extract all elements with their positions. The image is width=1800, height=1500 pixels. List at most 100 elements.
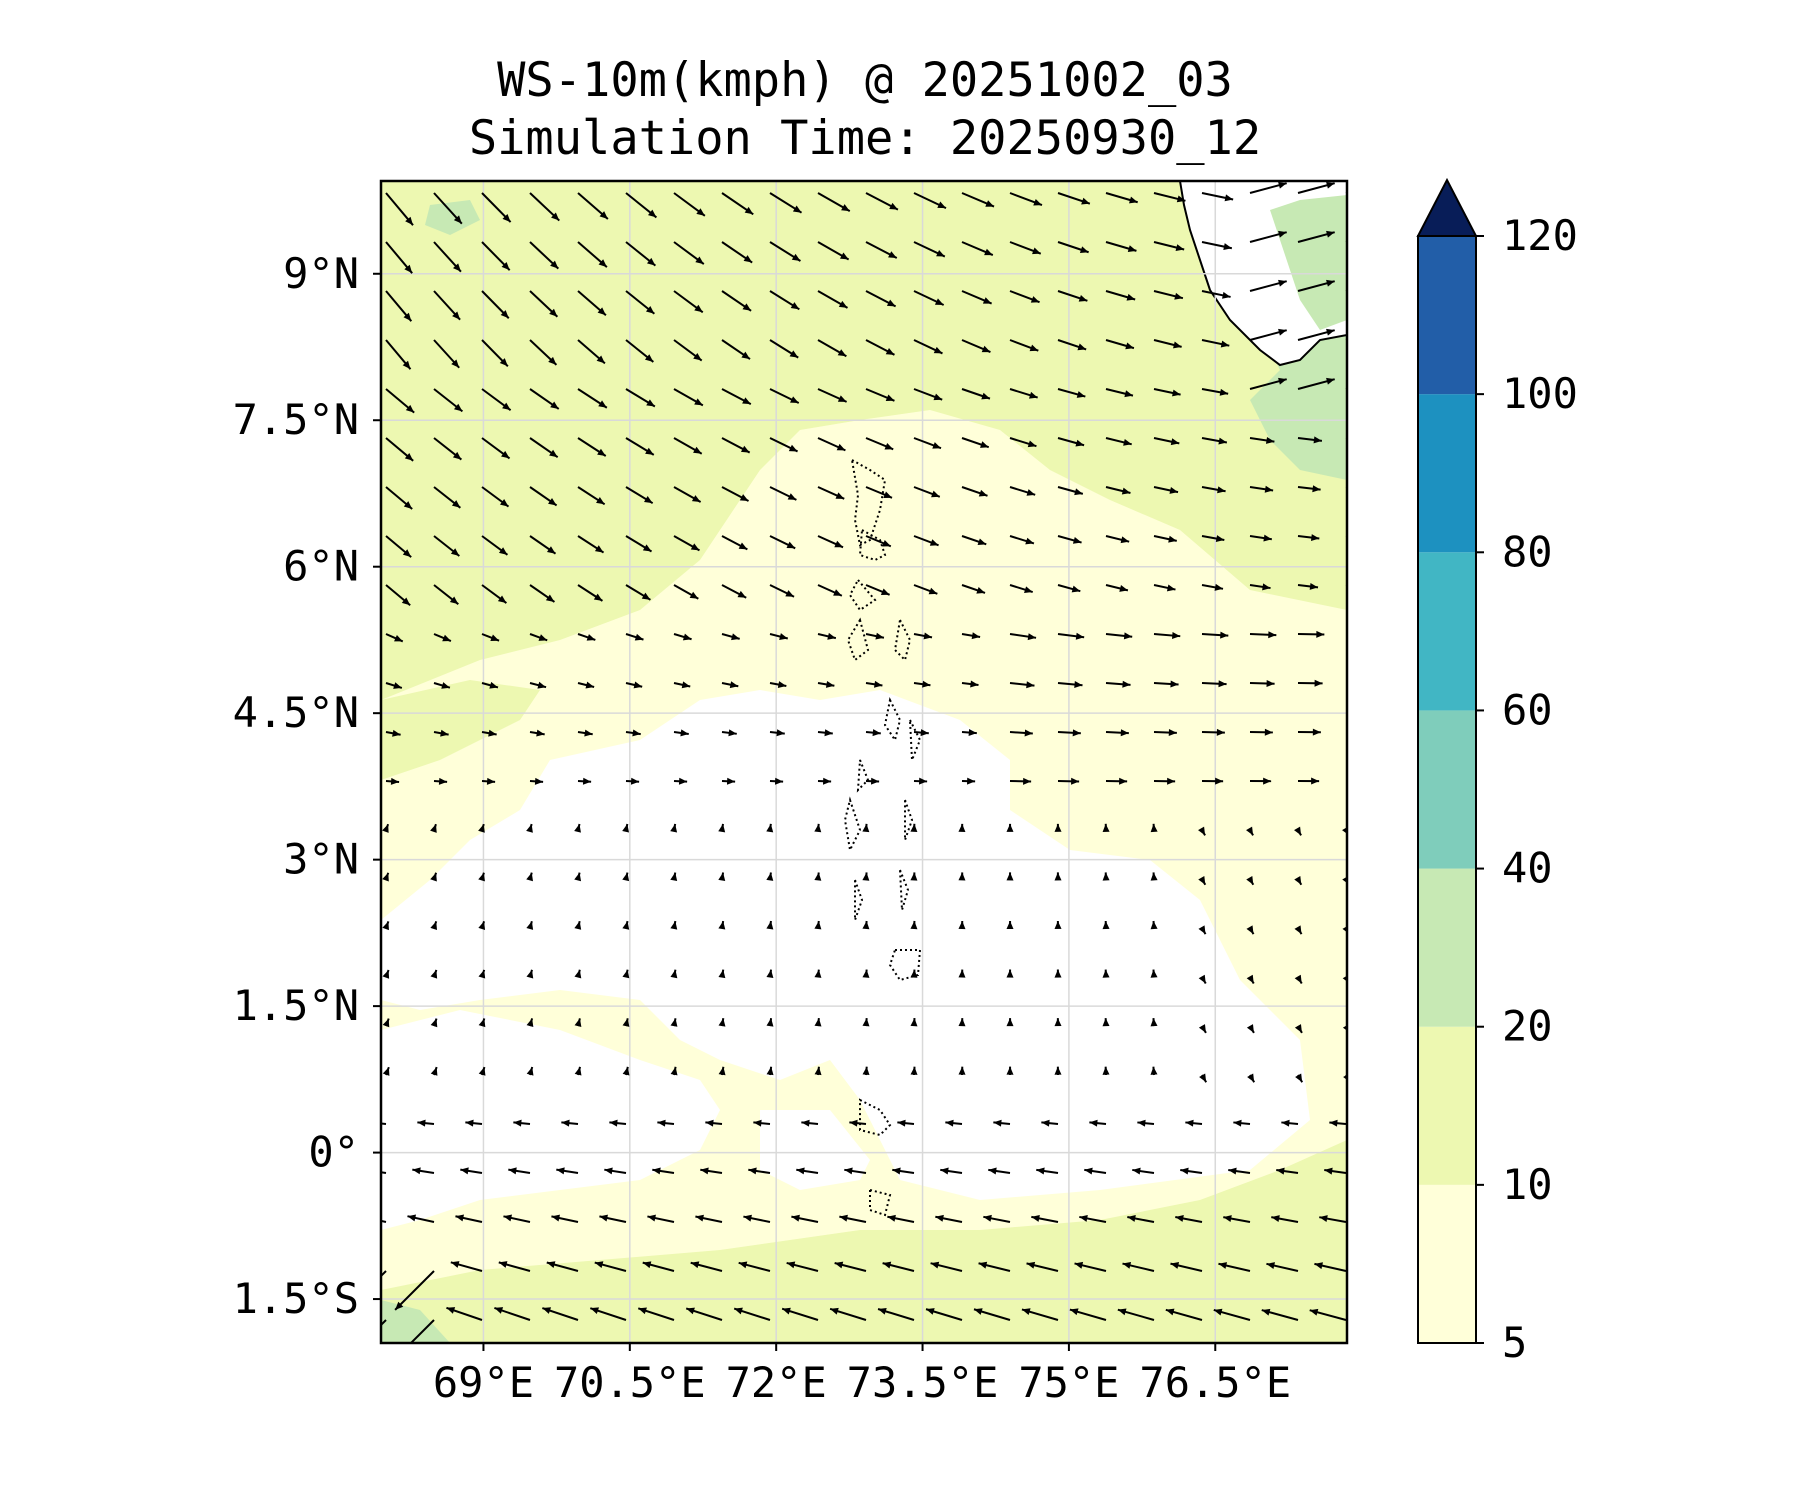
wind-arrow-head: [1102, 969, 1110, 978]
wind-arrow-head: [978, 1261, 988, 1269]
wind-arrow-head: [508, 1167, 517, 1175]
wind-arrow-head: [402, 549, 412, 558]
wind-arrow-head: [542, 1307, 552, 1314]
wind-arrow-head: [1123, 632, 1133, 640]
wind-arrow-head: [1224, 194, 1234, 202]
wind-arrow-head: [643, 496, 653, 504]
wind-arrow-head: [680, 729, 689, 737]
wind-arrow-head: [1102, 823, 1110, 832]
wind-arrow-head: [897, 1119, 906, 1127]
wind-arrow-head: [862, 872, 870, 881]
wind-arrow-head: [1150, 872, 1158, 881]
wind-arrow-head: [835, 492, 845, 499]
wind-arrow-head: [1326, 328, 1335, 336]
wind-arrow-head: [678, 777, 688, 785]
wind-arrow-head: [718, 1018, 726, 1027]
wind-arrow-head: [1006, 920, 1014, 930]
wind-arrow-head: [1312, 485, 1321, 493]
wind-arrow-head: [970, 680, 979, 688]
wind-arrow-head: [786, 541, 796, 549]
fresh-wind-patch-north: [425, 200, 480, 235]
wind-arrow-head: [926, 1308, 935, 1315]
wind-arrow-head: [1074, 1261, 1084, 1269]
wind-arrow-head: [1374, 231, 1383, 238]
wind-arrow-head: [596, 355, 605, 364]
wind-arrow-head: [1198, 1024, 1206, 1033]
wind-arrow-head: [1268, 631, 1277, 639]
wind-arrow-head: [981, 345, 991, 353]
wind-arrow-head: [1173, 341, 1182, 349]
wind-arrow-head: [646, 257, 656, 266]
wind-arrow-head: [1074, 681, 1083, 688]
maldives-atolls: [843, 458, 922, 1217]
wind-arrow-head: [878, 1307, 887, 1315]
wind-arrow-head: [825, 680, 835, 688]
wind-arrow-head: [862, 823, 870, 833]
wind-arrow-head: [1216, 728, 1225, 736]
wind-arrow-head: [740, 445, 750, 453]
wind-arrow-head: [788, 444, 798, 452]
wind-arrow-head: [1363, 680, 1371, 687]
calm-region-center-south: [760, 1110, 870, 1190]
wind-arrow-head: [1215, 777, 1224, 785]
wind-arrow-head: [1150, 920, 1158, 930]
wind-arrow-head: [394, 634, 403, 642]
colorbar: 5 10 20 40 60 80 100 120: [1416, 177, 1578, 1367]
wind-arrow-head: [407, 1214, 417, 1222]
wind-arrow-head: [1374, 378, 1383, 385]
wind-arrow-head: [1150, 823, 1158, 833]
wind-arrow-head: [940, 1167, 949, 1175]
wind-arrow-head: [718, 921, 726, 930]
wind-arrow-head: [958, 872, 966, 881]
wind-arrow-head: [753, 1119, 762, 1127]
lat-tick-label: 0°: [308, 1128, 359, 1177]
wind-arrow-head: [1374, 280, 1383, 287]
wind-arrow-head: [1263, 777, 1272, 785]
wind-arrow-head: [1150, 969, 1158, 978]
colorbar-label: 120: [1502, 211, 1578, 260]
wind-arrow-head: [430, 824, 437, 833]
wind-arrow-head: [1054, 920, 1062, 930]
wind-arrow-head: [441, 682, 450, 689]
wind-arrow-head: [883, 491, 893, 498]
wind-arrow-head: [1036, 1167, 1045, 1175]
wind-arrow-head: [1027, 633, 1037, 641]
wind-arrow-head: [743, 1214, 752, 1222]
wind-arrow-head: [1278, 279, 1287, 287]
wind-arrow-head: [792, 205, 802, 213]
colorbar-label: 80: [1502, 527, 1553, 576]
wind-arrow-head: [1117, 1308, 1127, 1316]
wind-arrow-head: [731, 633, 740, 641]
colorbar-label: 40: [1502, 844, 1553, 893]
longitude-ticks: 69°E 70.5°E 72°E 73.5°E 75°E 76.5°E: [433, 1343, 1291, 1407]
wind-arrow-head: [691, 495, 701, 503]
wind-arrow-head: [486, 777, 496, 785]
wind-arrow-head: [1198, 974, 1206, 984]
wind-arrow-head: [586, 634, 596, 641]
lon-tick-label: 69°E: [433, 1358, 534, 1407]
wind-arrow-head: [430, 921, 438, 931]
wind-arrow-head: [364, 1167, 372, 1174]
wind-arrow-head: [430, 969, 438, 979]
wind-arrow-head: [870, 777, 880, 785]
wind-arrow-shaft: [381, 1171, 387, 1174]
calm-region-southwest: [381, 1010, 720, 1230]
wind-arrow-head: [1119, 585, 1128, 592]
wind-arrow-head: [1219, 388, 1229, 396]
wind-arrow-head: [404, 452, 414, 461]
wind-arrow-shaft: [1345, 584, 1347, 587]
wind-arrow-head: [862, 921, 870, 930]
wind-arrow-head: [726, 777, 736, 785]
wind-arrow-head: [1294, 876, 1302, 885]
wind-arrow-head: [1180, 1167, 1189, 1175]
wind-arrow-head: [494, 1307, 504, 1314]
wind-arrow-head: [1214, 583, 1224, 591]
wind-arrow-head: [594, 1261, 604, 1269]
wind-arrow-head: [742, 303, 752, 311]
wind-arrow-head: [647, 209, 657, 218]
wind-arrow-head: [1006, 823, 1014, 832]
wind-arrow-head: [873, 680, 883, 688]
wind-arrow-head: [1024, 586, 1033, 594]
wind-arrow-head: [973, 1308, 983, 1315]
wind-arrow-head: [1137, 1119, 1146, 1127]
